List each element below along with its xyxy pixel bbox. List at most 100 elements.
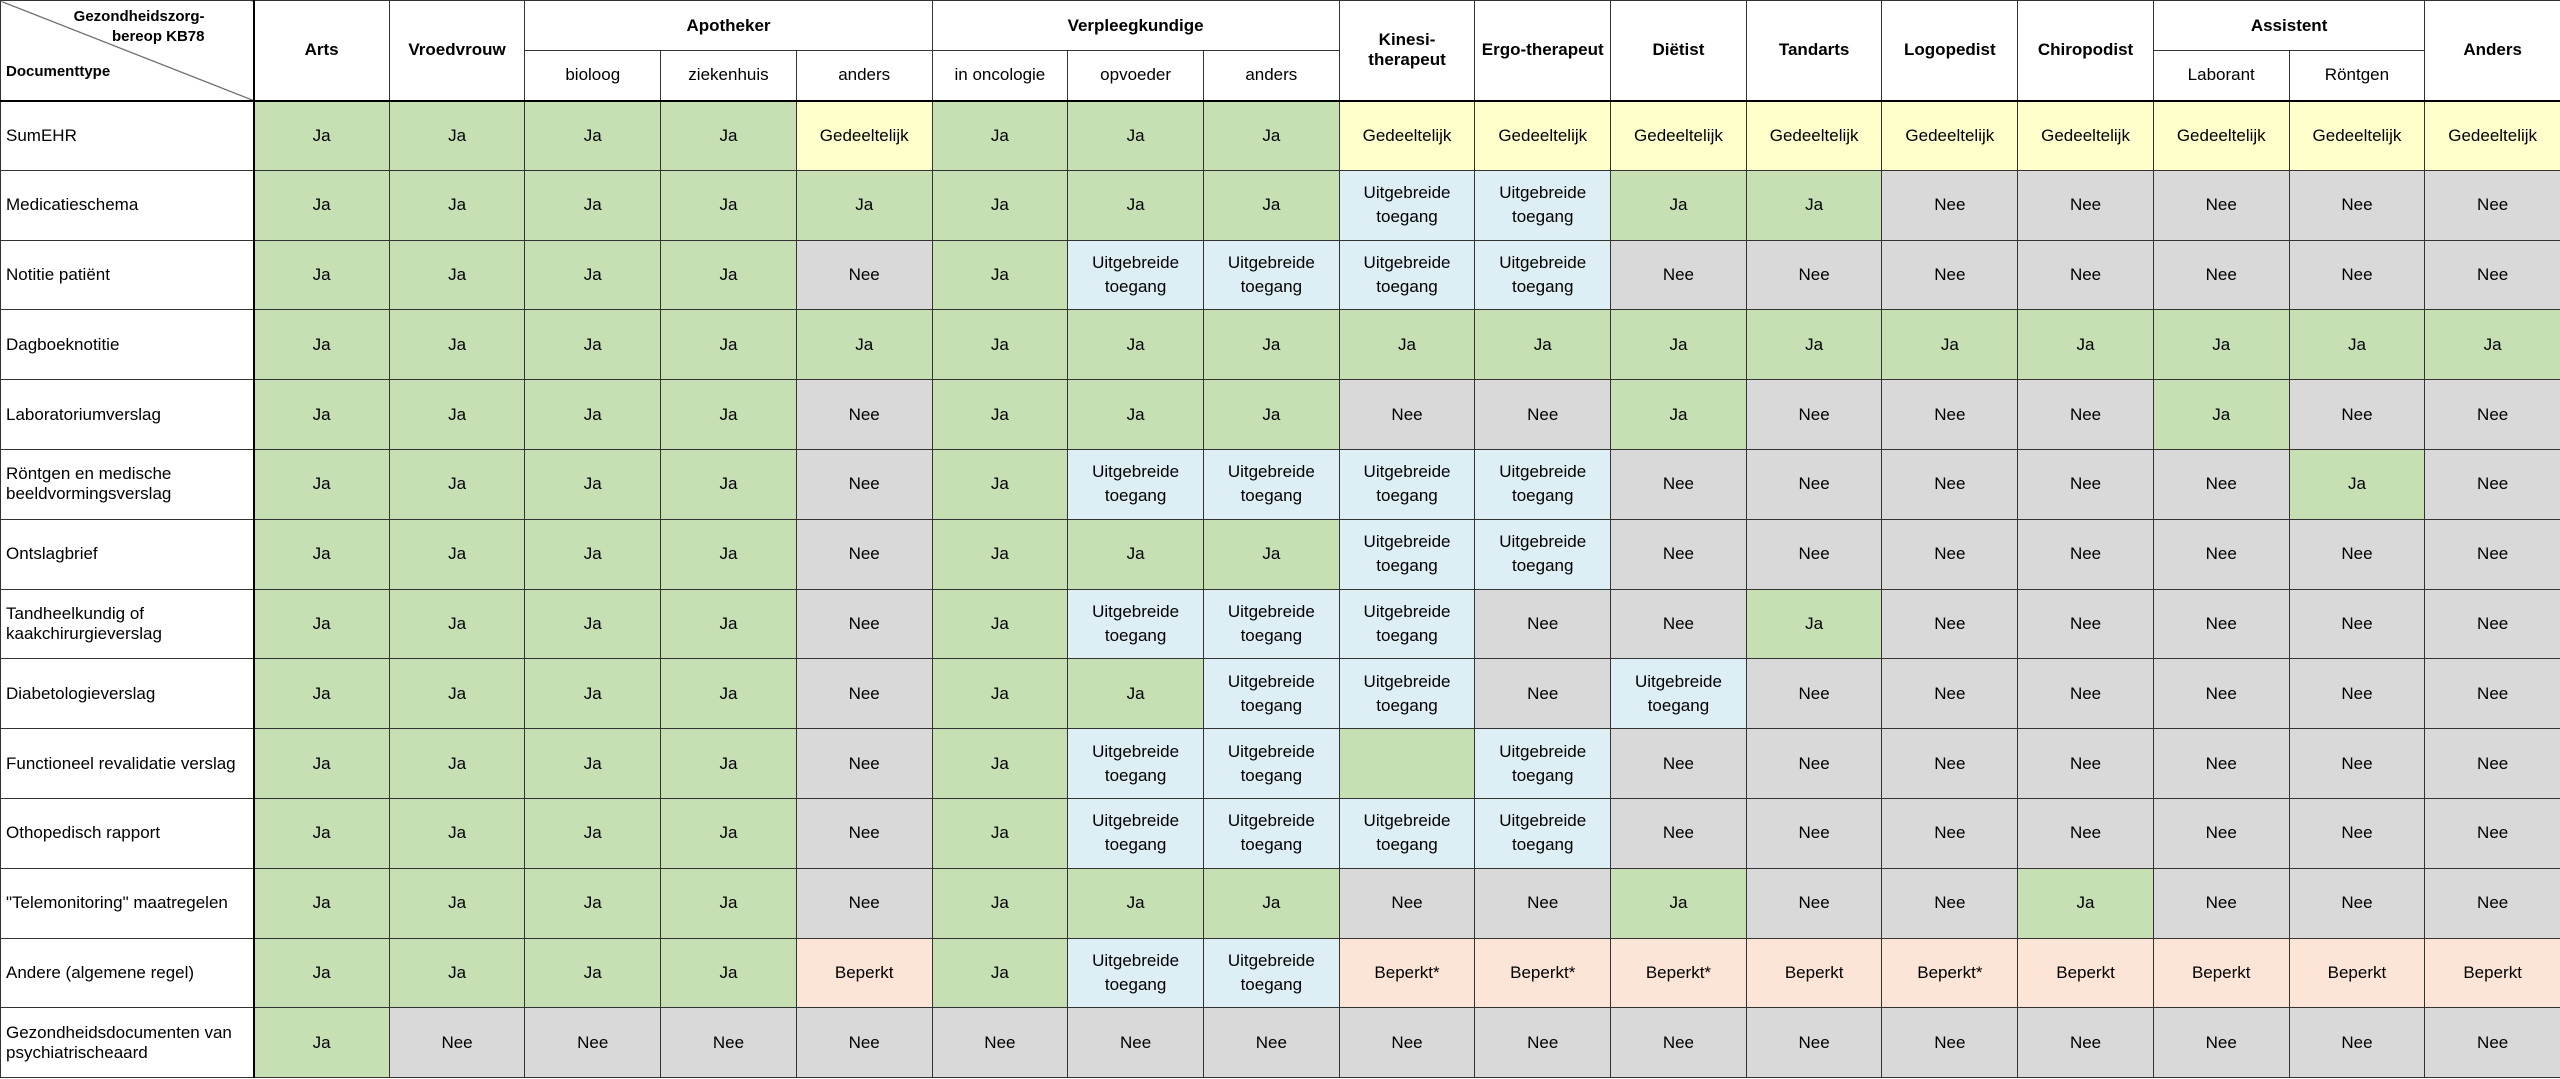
access-cell: Nee bbox=[1881, 518, 2019, 590]
access-cell: Ja bbox=[1067, 379, 1204, 450]
access-cell: Uitgebreide toegang bbox=[1338, 797, 1476, 869]
access-cell: Nee bbox=[1881, 658, 2019, 730]
access-cell: Nee bbox=[795, 588, 933, 660]
access-cell: Nee bbox=[2288, 379, 2426, 450]
access-cell: Uitgebreide toegang bbox=[1067, 588, 1204, 660]
access-cell: Nee bbox=[1881, 239, 2019, 311]
access-cell: Nee bbox=[1745, 867, 1883, 939]
access-cell: Ja bbox=[660, 867, 797, 939]
access-cell: Ja bbox=[1610, 309, 1747, 381]
access-cell: Uitgebreide toegang bbox=[1610, 658, 1747, 730]
sub-header: in oncologie bbox=[931, 50, 1069, 101]
access-cell: Ja bbox=[660, 588, 797, 660]
access-cell: Nee bbox=[2424, 448, 2560, 520]
access-cell: Nee bbox=[1610, 588, 1747, 660]
access-cell: Ja bbox=[1745, 588, 1883, 660]
access-cell: Nee bbox=[2424, 588, 2560, 660]
access-cell: Gedeeltelijk bbox=[1474, 100, 1612, 171]
access-cell: Ja bbox=[253, 728, 390, 799]
row-label: "Telemonitoring" maatregelen bbox=[0, 867, 255, 939]
access-cell: Nee bbox=[2152, 728, 2290, 799]
access-cell: Nee bbox=[2017, 379, 2154, 450]
access-cell: Ja bbox=[253, 518, 390, 590]
access-cell: Ja bbox=[660, 937, 797, 1009]
access-cell: Beperkt bbox=[2288, 937, 2426, 1009]
access-cell: Ja bbox=[1338, 309, 1476, 381]
sub-header: Röntgen bbox=[2288, 50, 2426, 101]
access-cell: Nee bbox=[1745, 1007, 1883, 1079]
access-cell: Ja bbox=[1610, 169, 1747, 241]
access-cell: Ja bbox=[2017, 309, 2154, 381]
access-cell: Nee bbox=[1610, 448, 1747, 520]
access-cell: Nee bbox=[2424, 1007, 2560, 1079]
access-cell: Ja bbox=[524, 588, 662, 660]
column-header: Chiropodist bbox=[2017, 0, 2154, 101]
access-cell: Ja bbox=[1610, 379, 1747, 450]
access-cell: Ja bbox=[660, 169, 797, 241]
access-cell: Ja bbox=[524, 658, 662, 730]
access-cell: Nee bbox=[524, 1007, 662, 1079]
access-cell: Nee bbox=[795, 867, 933, 939]
access-cell: Uitgebreide toegang bbox=[1067, 937, 1204, 1009]
access-cell bbox=[1338, 728, 1476, 799]
column-header: Anders bbox=[2424, 0, 2560, 101]
sub-header: anders bbox=[795, 50, 933, 101]
access-cell: Uitgebreide toegang bbox=[1202, 797, 1340, 869]
access-cell: Nee bbox=[1610, 728, 1747, 799]
access-cell: Ja bbox=[1881, 309, 2019, 381]
access-cell: Ja bbox=[388, 797, 526, 869]
access-cell: Gedeeltelijk bbox=[1610, 100, 1747, 171]
access-cell: Ja bbox=[660, 797, 797, 869]
access-cell: Ja bbox=[660, 239, 797, 311]
access-cell: Nee bbox=[1338, 379, 1476, 450]
access-cell: Nee bbox=[795, 1007, 933, 1079]
access-cell: Ja bbox=[1474, 309, 1612, 381]
sub-header: opvoeder bbox=[1067, 50, 1204, 101]
access-cell: Nee bbox=[1881, 588, 2019, 660]
access-cell: Ja bbox=[253, 937, 390, 1009]
group-header: Verpleegkundige bbox=[931, 0, 1340, 51]
access-cell: Ja bbox=[931, 448, 1069, 520]
access-cell: Ja bbox=[1067, 169, 1204, 241]
access-cell: Nee bbox=[388, 1007, 526, 1079]
table-row: Tandheelkundig of kaakchirurgieverslag Ja… bbox=[0, 588, 2560, 660]
access-cell: Nee bbox=[1474, 658, 1612, 730]
row-label: Gezondheidsdocumenten van psychiatrische… bbox=[0, 1007, 255, 1079]
table-row: SumEHR Ja Ja Ja Ja Gedeeltelijk Ja Ja Ja Gedeelte… bbox=[0, 100, 2560, 171]
access-cell: Ja bbox=[388, 448, 526, 520]
access-cell: Uitgebreide toegang bbox=[1067, 239, 1204, 311]
access-cell: Uitgebreide toegang bbox=[1338, 169, 1476, 241]
access-cell: Nee bbox=[1881, 169, 2019, 241]
access-cell: Gedeeltelijk bbox=[795, 100, 933, 171]
access-cell: Nee bbox=[2288, 169, 2426, 241]
access-cell: Uitgebreide toegang bbox=[1067, 797, 1204, 869]
access-cell: Nee bbox=[2152, 169, 2290, 241]
access-cell: Uitgebreide toegang bbox=[1474, 239, 1612, 311]
access-cell: Uitgebreide toegang bbox=[1202, 239, 1340, 311]
access-cell: Uitgebreide toegang bbox=[1067, 728, 1204, 799]
access-cell: Uitgebreide toegang bbox=[1474, 797, 1612, 869]
access-cell: Ja bbox=[2424, 309, 2560, 381]
access-cell: Nee bbox=[795, 797, 933, 869]
access-cell: Nee bbox=[1745, 797, 1883, 869]
access-cell: Nee bbox=[1881, 867, 2019, 939]
access-cell: Nee bbox=[2424, 239, 2560, 311]
access-cell: Nee bbox=[2152, 239, 2290, 311]
access-cell: Uitgebreide toegang bbox=[1338, 518, 1476, 590]
column-header: Arts bbox=[253, 0, 390, 101]
access-cell: Nee bbox=[2288, 518, 2426, 590]
access-cell: Nee bbox=[1745, 448, 1883, 520]
access-cell: Nee bbox=[2017, 588, 2154, 660]
access-cell: Ja bbox=[253, 309, 390, 381]
access-cell: Nee bbox=[795, 658, 933, 730]
access-cell: Uitgebreide toegang bbox=[1474, 518, 1612, 590]
access-cell: Nee bbox=[1474, 867, 1612, 939]
row-label: Othopedisch rapport bbox=[0, 797, 255, 869]
access-cell: Ja bbox=[931, 239, 1069, 311]
access-cell: Ja bbox=[253, 379, 390, 450]
access-cell: Nee bbox=[2152, 797, 2290, 869]
header-row: Gezondheidszorg- bereop KB78 Documenttyp… bbox=[0, 0, 2560, 101]
access-cell: Ja bbox=[388, 728, 526, 799]
access-cell: Ja bbox=[1202, 379, 1340, 450]
access-cell: Ja bbox=[253, 239, 390, 311]
